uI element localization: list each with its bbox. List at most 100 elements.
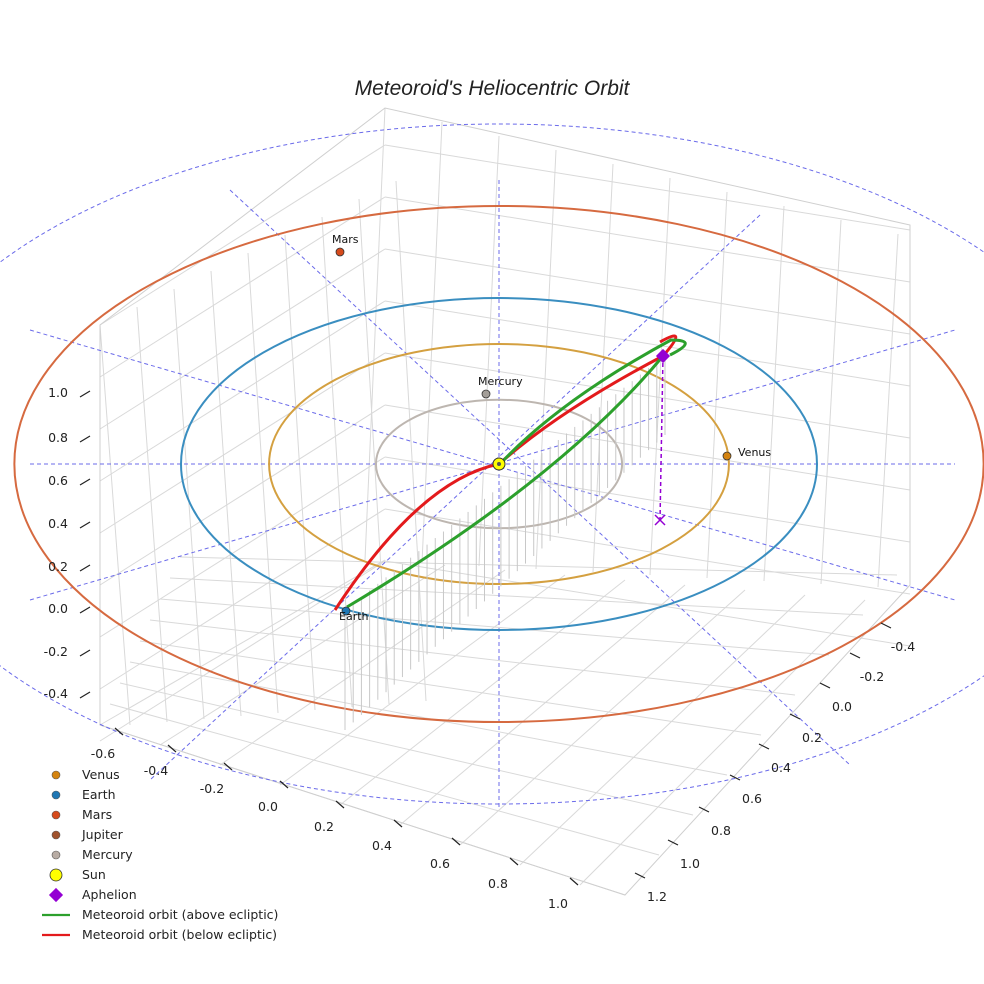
y-tick-mark — [634, 872, 646, 879]
pane-gridline — [820, 219, 842, 585]
pane-gridline — [384, 144, 911, 231]
pane-gridline — [159, 598, 830, 656]
x-tick-label: 0.2 — [314, 819, 334, 834]
z-tick-label: 0.6 — [48, 473, 68, 488]
legend-marker — [51, 850, 61, 860]
x-tick-mark — [569, 877, 579, 886]
reference-line — [229, 189, 851, 766]
legend-label: Meteoroid orbit (above ecliptic) — [82, 907, 278, 922]
planet-mars — [335, 247, 345, 257]
pane-gridline — [99, 352, 386, 534]
reference-line — [149, 214, 761, 781]
pane-gridline — [99, 456, 386, 638]
x-tick-label: 0.6 — [430, 856, 450, 871]
z-tick-label: 0.8 — [48, 430, 68, 445]
legend-label: Mercury — [82, 847, 133, 862]
aphelion-marker — [655, 348, 671, 364]
pane-gridline — [99, 508, 386, 690]
x-tick-mark — [279, 780, 289, 789]
y-tick-label: 1.2 — [647, 889, 667, 904]
legend-item: Aphelion — [48, 887, 137, 903]
pane-gridline — [247, 252, 279, 714]
legend-label: Aphelion — [82, 887, 137, 902]
x-tick-mark — [335, 800, 345, 809]
pane-gridline — [384, 300, 911, 387]
pane-gridline — [519, 594, 806, 866]
legend-label: Sun — [82, 867, 106, 882]
legend-label: Mars — [82, 807, 112, 822]
legend-item: Mars — [51, 807, 112, 822]
pane-gridline — [384, 404, 911, 491]
z-tick-mark — [79, 564, 91, 572]
pane-gridline — [179, 556, 898, 576]
x-tick-mark — [509, 857, 519, 866]
x-tick-mark — [114, 727, 124, 736]
pane-outline — [99, 107, 911, 896]
legend-marker — [51, 830, 61, 840]
y-tick-mark — [667, 839, 679, 846]
aphelion-drop-line — [659, 355, 664, 521]
pane-gridline — [159, 564, 446, 746]
z-tick-mark — [79, 435, 91, 443]
pane-gridline — [99, 559, 386, 726]
pane-gridline — [592, 163, 614, 573]
y-tick-mark — [729, 774, 741, 781]
pane-gridline — [384, 248, 911, 335]
meteoroid-orbit-below — [333, 334, 678, 611]
pane-gridline — [109, 703, 660, 856]
pane-gridline — [384, 352, 911, 439]
axis-ticks: -0.4 -0.2 0.0 0.2 0.4 0.6 0.8 1.0 -0.6 -0.4 -0.2 0.… — [44, 385, 916, 911]
pane-gridline — [149, 619, 796, 696]
legend-label: Meteoroid orbit (below ecliptic) — [82, 927, 277, 942]
z-tick-label: -0.2 — [44, 644, 68, 659]
pane-gridline — [384, 456, 911, 543]
pane-gridline — [99, 144, 386, 326]
x-tick-label: 1.0 — [548, 896, 568, 911]
legend-label: Jupiter — [81, 827, 124, 842]
legend-marker — [51, 810, 61, 820]
pane-gridline — [219, 569, 506, 766]
x-tick-mark — [451, 837, 461, 846]
z-tick-label: 0.2 — [48, 559, 68, 574]
pane-gridline — [136, 306, 168, 723]
pane-gridline — [706, 191, 728, 579]
meteoroid-orbit-above — [346, 355, 665, 609]
legend-item: Venus — [51, 767, 120, 782]
pane-gridline — [284, 234, 316, 711]
pane-gridline — [119, 682, 694, 816]
x-tick-label: -0.4 — [144, 763, 168, 778]
pane-gridline — [877, 233, 899, 588]
pane-gridline — [99, 404, 386, 586]
planet-earth — [341, 606, 351, 616]
orbit-mercury — [374, 398, 624, 530]
pane-gridline — [279, 574, 566, 786]
pane-gridline — [399, 584, 686, 826]
pane-gridline — [99, 560, 386, 742]
z-tick-mark — [79, 649, 91, 657]
y-tick-label: 1.0 — [680, 856, 700, 871]
x-tick-label: 0.4 — [372, 838, 392, 853]
y-tick-mark — [758, 743, 770, 750]
aphelion-projection-marker — [654, 514, 666, 526]
planet-markers: Venus Earth Mars Mercury — [332, 233, 771, 623]
y-tick-mark — [789, 713, 801, 720]
x-tick-label: -0.2 — [200, 781, 224, 796]
pane-gridline — [649, 177, 671, 576]
pane-gridline — [478, 135, 500, 567]
y-tick-mark — [819, 682, 831, 689]
z-tick-label: 0.0 — [48, 601, 68, 616]
y-tick-mark — [880, 622, 892, 629]
pane-gridline — [173, 288, 205, 720]
legend-label: Venus — [82, 767, 120, 782]
z-tick-label: 1.0 — [48, 385, 68, 400]
planet-label-mercury: Mercury — [478, 375, 523, 388]
y-tick-label: 0.0 — [832, 699, 852, 714]
chart-title: Meteoroid's Heliocentric Orbit — [355, 77, 631, 100]
legend-item: Jupiter — [51, 827, 124, 842]
legend: Venus Earth Mars Jupiter Mercury Sun Aphelion M… — [42, 767, 278, 942]
pane-gridline — [99, 248, 386, 430]
z-tick-label: -0.4 — [44, 686, 68, 701]
pane-gridline — [459, 589, 746, 846]
y-tick-label: -0.2 — [860, 669, 884, 684]
y-tick-label: 0.4 — [771, 760, 791, 775]
